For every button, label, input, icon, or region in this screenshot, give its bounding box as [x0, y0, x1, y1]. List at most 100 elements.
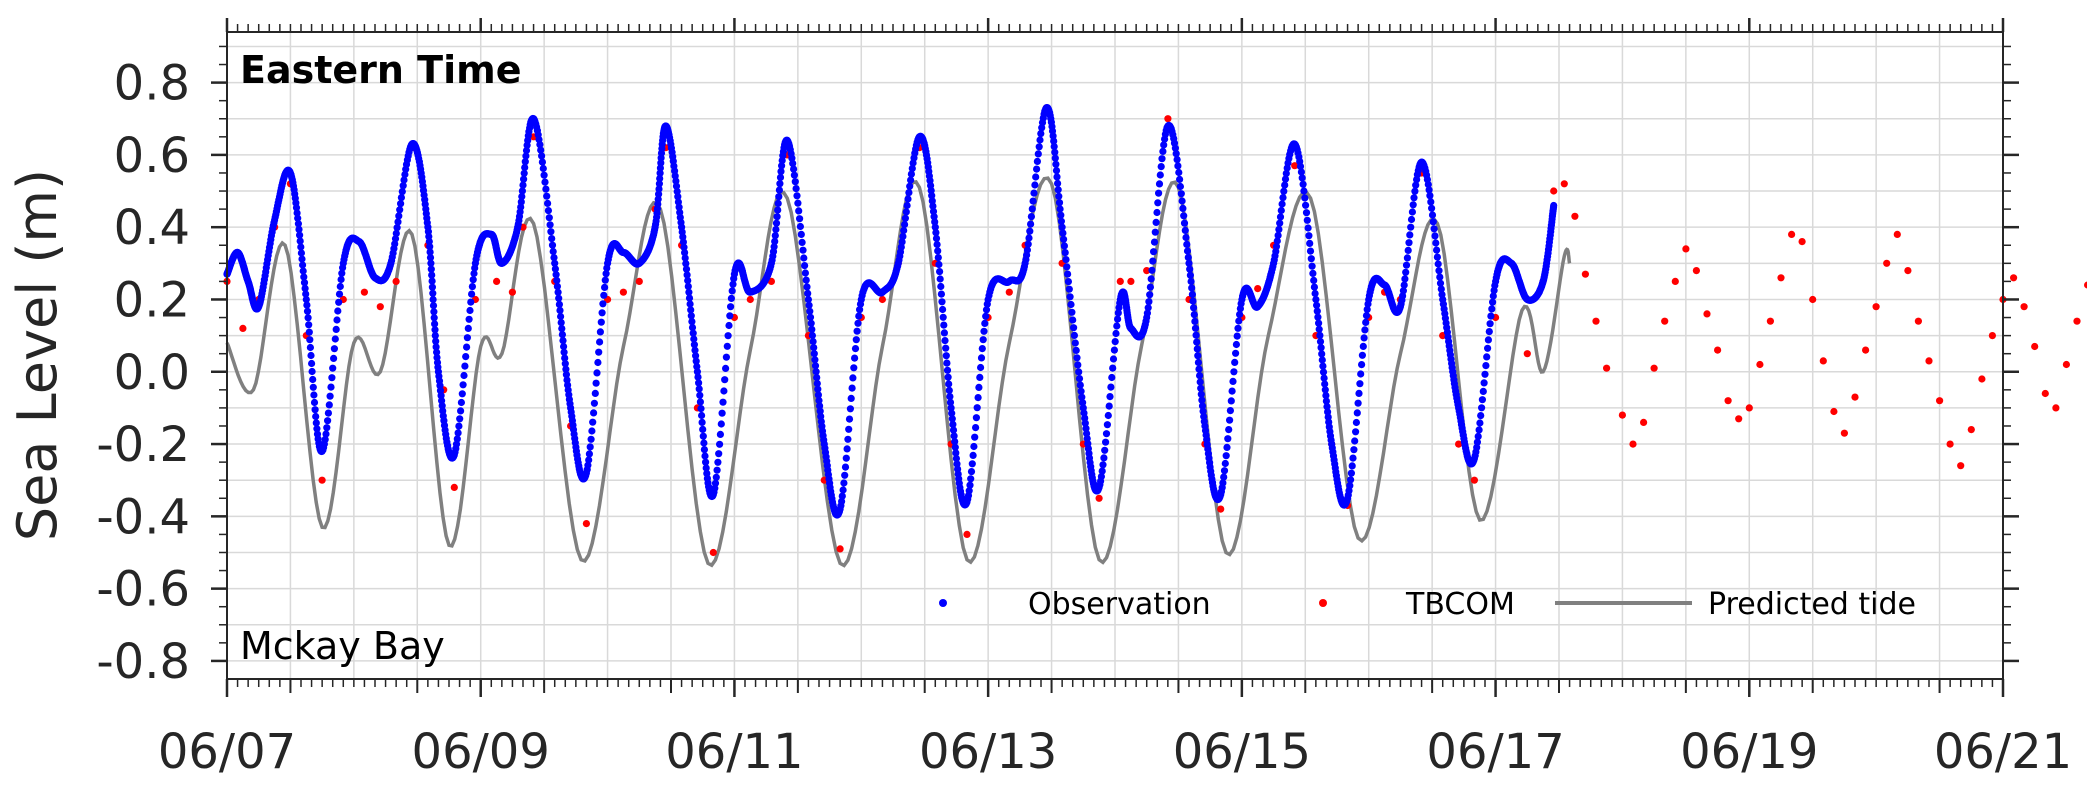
observation-point	[299, 261, 307, 269]
observation-point	[689, 329, 697, 337]
tbcom-point	[1640, 418, 1648, 426]
observation-point	[800, 254, 808, 262]
observation-point	[1037, 130, 1045, 138]
tbcom-point	[1735, 415, 1743, 423]
observation-point	[656, 174, 664, 183]
tbcom-point	[1682, 245, 1690, 253]
observation-point	[1224, 435, 1232, 443]
x-tick-label: 06/13	[919, 724, 1057, 780]
observation-point	[1198, 402, 1207, 410]
observation-point	[694, 373, 702, 381]
observation-point	[1358, 361, 1366, 369]
observation-point	[1104, 411, 1112, 420]
observation-point	[1363, 305, 1371, 313]
observation-point	[1064, 278, 1072, 286]
x-axis: 06/07 06/09 06/11 06/13 06/15 06/17 06/19 06/21	[158, 18, 2072, 780]
observation-point	[1436, 273, 1444, 281]
observation-point	[699, 425, 707, 433]
observation-point	[772, 225, 780, 234]
observation-point	[1402, 268, 1410, 276]
observation-point	[711, 479, 720, 487]
observation-point	[944, 373, 952, 381]
observation-point	[982, 312, 990, 320]
observation-point	[455, 422, 463, 430]
observation-point	[693, 368, 702, 376]
observation-point	[338, 269, 346, 277]
observation-point	[589, 418, 597, 426]
observation-point	[1309, 269, 1317, 277]
observation-point	[518, 187, 527, 195]
observation-point	[594, 358, 602, 367]
observation-point	[1406, 231, 1414, 239]
observation-point	[949, 420, 957, 428]
observation-point	[1437, 285, 1445, 293]
observation-point	[1323, 403, 1331, 411]
observation-point	[1071, 339, 1079, 347]
observation-point	[695, 385, 703, 393]
observation-point	[932, 229, 940, 237]
legend: Observation TBCOM Predicted tide	[939, 587, 1916, 622]
observation-point	[1428, 204, 1436, 212]
observation-point	[551, 259, 559, 267]
observation-point	[1281, 181, 1289, 189]
observation-point	[541, 178, 549, 186]
observation-point	[432, 343, 440, 351]
observation-point	[952, 454, 961, 463]
observation-point	[1174, 162, 1182, 170]
observation-point	[1182, 233, 1190, 242]
observation-point	[399, 182, 407, 190]
tbcom-point	[635, 277, 643, 285]
observation-point	[1475, 426, 1483, 434]
tbcom-point	[2031, 342, 2039, 351]
observation-point	[844, 435, 852, 443]
observation-point	[770, 243, 778, 251]
legend-observation-marker	[939, 599, 947, 607]
observation-point	[851, 354, 859, 362]
observation-point	[1031, 181, 1039, 189]
observation-point	[1281, 175, 1290, 183]
observation-point	[1033, 157, 1041, 165]
observation-point	[1198, 396, 1206, 404]
observation-point	[1112, 329, 1120, 338]
observation-point	[900, 226, 908, 235]
observation-point	[1072, 346, 1080, 354]
observation-point	[716, 440, 724, 448]
observation-point	[393, 224, 401, 232]
tbcom-point	[1862, 346, 1870, 354]
observation-point	[814, 391, 823, 399]
observation-point	[1102, 438, 1110, 446]
observation-point	[303, 301, 311, 309]
observation-point	[426, 248, 434, 256]
observation-point	[1173, 156, 1181, 164]
y-tick-label: -0.2	[96, 417, 190, 473]
observation-point	[298, 255, 306, 263]
observation-point	[1401, 275, 1409, 283]
observation-point	[293, 209, 301, 217]
observation-point	[898, 238, 906, 246]
observation-point	[907, 176, 915, 184]
tbcom-point	[1745, 404, 1753, 412]
observation-point	[312, 419, 320, 427]
observation-point	[327, 383, 335, 391]
observation-point	[681, 254, 689, 262]
observation-point	[724, 332, 732, 340]
observation-point	[928, 197, 936, 205]
observation-point	[1313, 301, 1321, 309]
observation-point	[940, 329, 949, 337]
observation-point	[683, 271, 691, 279]
observation-point	[801, 262, 809, 270]
observation-point	[332, 325, 340, 333]
legend-tbcom-marker	[1319, 599, 1327, 607]
observation-point	[1316, 331, 1324, 339]
observation-point	[1319, 368, 1328, 376]
tbcom-point	[2010, 274, 2018, 282]
observation-point	[1282, 169, 1290, 177]
observation-point	[810, 344, 818, 352]
observation-point	[1155, 189, 1163, 197]
observation-point	[672, 182, 681, 190]
observation-point	[1352, 418, 1360, 427]
observation-point	[302, 295, 310, 304]
observation-point	[722, 364, 730, 372]
tbcom-point	[1127, 277, 1135, 285]
observation-point	[1353, 409, 1361, 417]
